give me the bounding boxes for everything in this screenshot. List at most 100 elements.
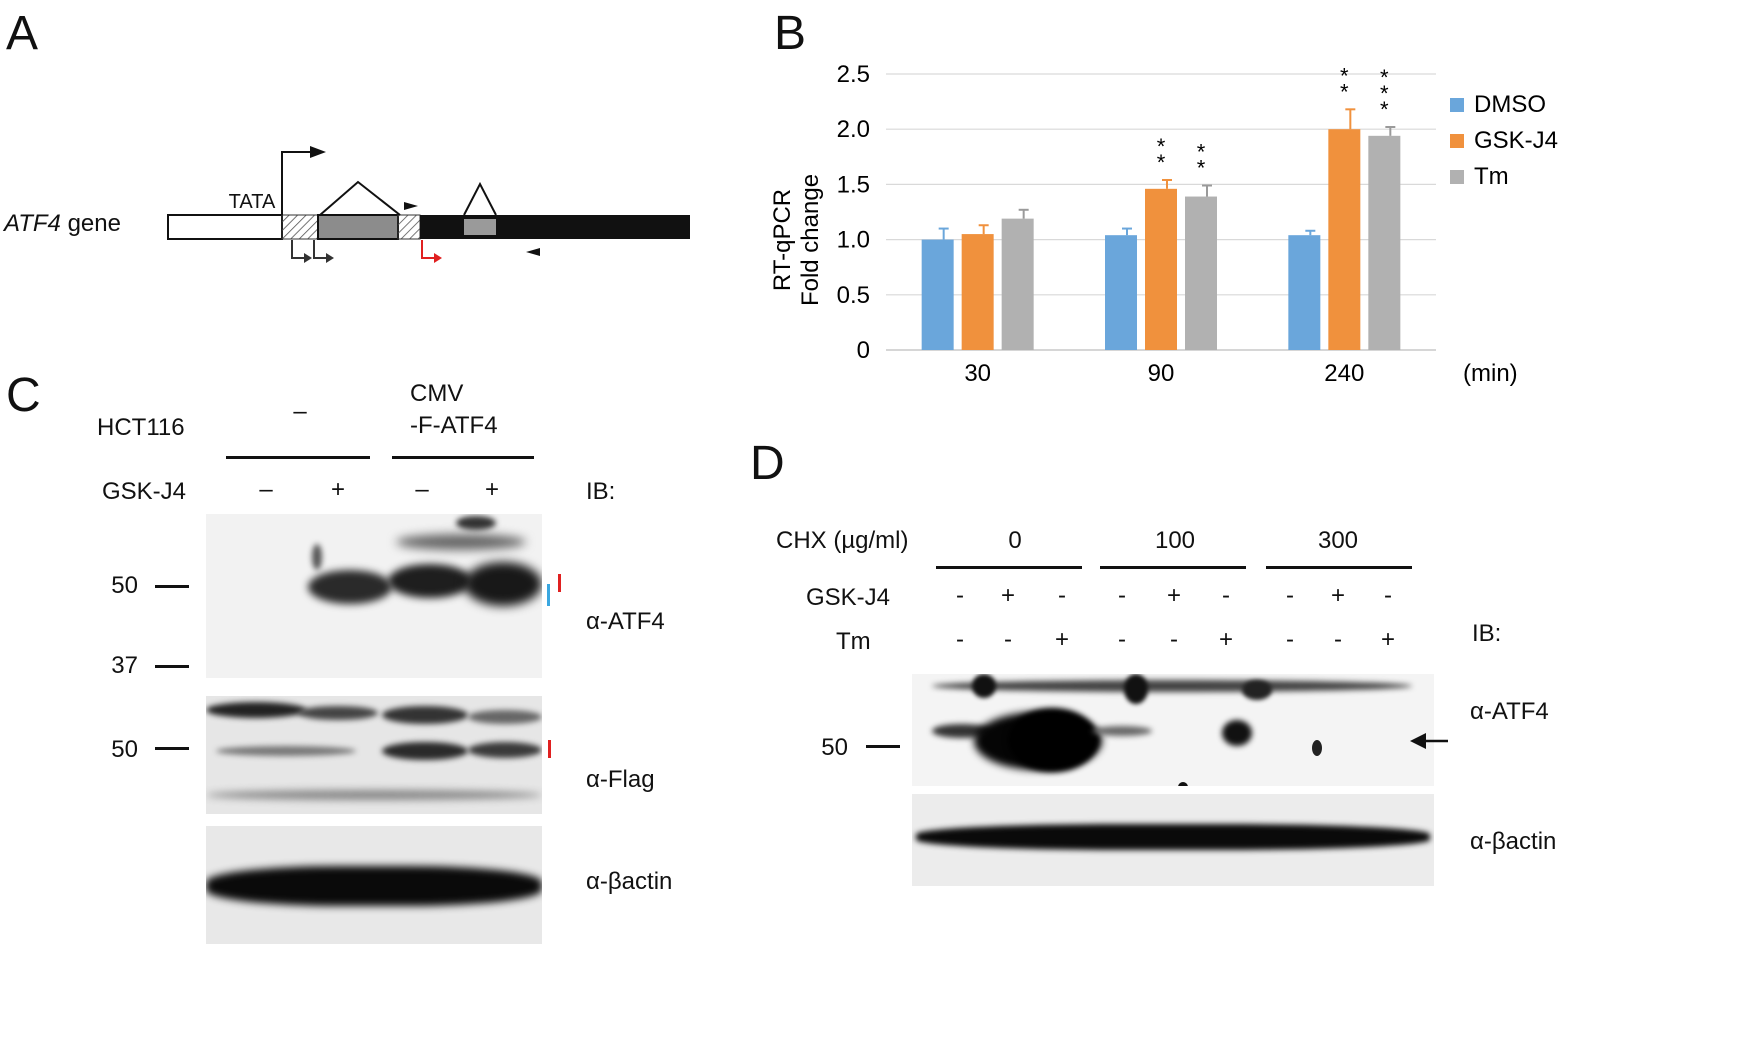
d-rule-1 — [936, 566, 1082, 569]
d-chx-label: CHX (µg/ml) — [776, 527, 909, 554]
d-blot-actin — [912, 794, 1434, 886]
c-ab-atf4: α-ATF4 — [586, 608, 665, 635]
chart-legend: DMSO GSK-J4 Tm — [1450, 91, 1558, 190]
bar-tm-90 — [1185, 196, 1217, 350]
chart-bars — [921, 108, 1401, 350]
d-ab-actin: α-βactin — [1470, 828, 1557, 855]
d-tm-sign-1: - — [956, 626, 964, 653]
uorf-exon — [317, 214, 399, 240]
d-gsk-sign-3: - — [1058, 582, 1066, 609]
red-start-arrow — [421, 240, 436, 259]
d-tm-sign-8: - — [1334, 626, 1342, 653]
significance-star: * — [1340, 63, 1349, 88]
panel-letter-d: D — [750, 437, 785, 490]
gene-suffix: gene — [60, 210, 121, 237]
d-gsk-sign-8: + — [1330, 582, 1345, 609]
legend-label-tm: Tm — [1474, 163, 1509, 190]
c-mw-flag-tick — [155, 747, 189, 750]
group-rule-1 — [226, 456, 370, 459]
c-mw-flag-50: 50 — [111, 736, 138, 763]
c-blot-actin — [206, 826, 542, 944]
d-blot-atf4 — [912, 674, 1434, 786]
bar-dmso-240 — [1288, 235, 1321, 350]
c-gsk-sign-4: + — [484, 476, 499, 503]
cell-line-label: HCT116 — [97, 414, 185, 441]
legend-swatch-dmso — [1450, 98, 1464, 112]
primer-forward — [404, 202, 418, 210]
promoter-box — [167, 214, 283, 240]
c-flag-red-marker — [548, 740, 551, 758]
d-chx-dose-0: 0 — [1008, 527, 1022, 554]
legend-label-gsk-j4: GSK-J4 — [1474, 127, 1558, 154]
d-tm-sign-4: - — [1118, 626, 1126, 653]
c-gsk-sign-3: – — [415, 476, 429, 503]
d-chx-dose-300: 300 — [1317, 527, 1359, 554]
bar-gsk-j4-90 — [1145, 188, 1177, 350]
panel-letter-c: C — [6, 369, 41, 422]
atf4-gene-diagram: TATA — [167, 146, 690, 263]
d-gsk-sign-9: - — [1384, 582, 1392, 609]
y-tick-label: 1.0 — [837, 227, 870, 254]
d-gsk-sign-6: - — [1222, 582, 1230, 609]
bar-dmso-30 — [921, 239, 954, 350]
c-mw-atf4-50: 50 — [111, 572, 138, 599]
bar-chart: 00.51.01.52.02.530****90*****240 RT-qPCR… — [769, 61, 1558, 387]
d-gsk-label: GSK-J4 — [806, 584, 891, 611]
tata-label: TATA — [229, 191, 276, 213]
d-tm-sign-5: - — [1170, 626, 1178, 653]
intron-exon-grey — [464, 219, 496, 235]
splice-caret-1 — [319, 180, 401, 216]
y-tick-label: 0.5 — [837, 282, 870, 309]
utr-hatched-2 — [397, 214, 421, 240]
d-chx-dose-100: 100 — [1154, 527, 1196, 554]
significance-star: * — [1340, 79, 1349, 104]
group-cmv-line1: CMV — [410, 380, 464, 407]
d-ib-label: IB: — [1472, 620, 1502, 647]
y-axis-label-1: RT-qPCR — [769, 189, 796, 291]
d-gsk-sign-7: - — [1286, 582, 1294, 609]
c-ab-actin: α-βactin — [586, 868, 673, 895]
y-tick-label: 2.5 — [837, 61, 870, 88]
c-gsk-sign-1: – — [259, 476, 273, 503]
c-mw-tick-50 — [155, 585, 189, 588]
atf4-gene-label: ATF4 gene — [4, 212, 121, 236]
c-ib-label: IB: — [586, 478, 616, 505]
panel-letter-a: A — [6, 7, 39, 60]
y-tick-label: 0 — [857, 337, 870, 364]
significance-star: * — [1380, 81, 1389, 106]
d-tm-label: Tm — [836, 628, 871, 655]
d-tm-sign-3: + — [1054, 626, 1069, 653]
x-tick-label: 240 — [1324, 360, 1364, 387]
c-gsk-sign-2: + — [330, 476, 345, 503]
splice-caret-2 — [463, 181, 497, 216]
x-tick-label: 30 — [964, 360, 991, 387]
panel-letter-b: B — [774, 7, 807, 60]
x-unit-label: (min) — [1463, 360, 1518, 387]
d-mw-tick — [866, 745, 900, 748]
significance-star: * — [1380, 97, 1389, 122]
utr-hatched-1 — [281, 214, 319, 240]
significance-star: * — [1157, 150, 1166, 175]
group-empty-vector: – — [293, 398, 307, 425]
y-tick-label: 2.0 — [837, 116, 870, 143]
y-tick-label: 1.5 — [837, 171, 870, 198]
d-tm-sign-7: - — [1286, 626, 1294, 653]
coding-region — [420, 215, 690, 239]
legend-label-dmso: DMSO — [1474, 91, 1546, 118]
c-gsk-label: GSK-J4 — [102, 478, 187, 505]
d-tm-sign-2: - — [1004, 626, 1012, 653]
bar-gsk-j4-240 — [1328, 129, 1361, 350]
tss-arrow — [281, 151, 312, 215]
bar-gsk-j4-30 — [961, 234, 994, 350]
group-rule-2 — [392, 456, 534, 459]
d-gsk-sign-2: + — [1000, 582, 1015, 609]
d-tm-sign-6: + — [1218, 626, 1233, 653]
c-mw-atf4-37: 37 — [111, 652, 138, 679]
bar-tm-240 — [1368, 135, 1401, 350]
primer-reverse — [526, 248, 540, 256]
c-blue-marker — [547, 584, 550, 606]
group-cmv-line2: -F-ATF4 — [410, 412, 498, 439]
d-gsk-sign-5: + — [1166, 582, 1181, 609]
legend-swatch-gsk-j4 — [1450, 134, 1464, 148]
y-axis-label-2: Fold change — [797, 174, 824, 306]
